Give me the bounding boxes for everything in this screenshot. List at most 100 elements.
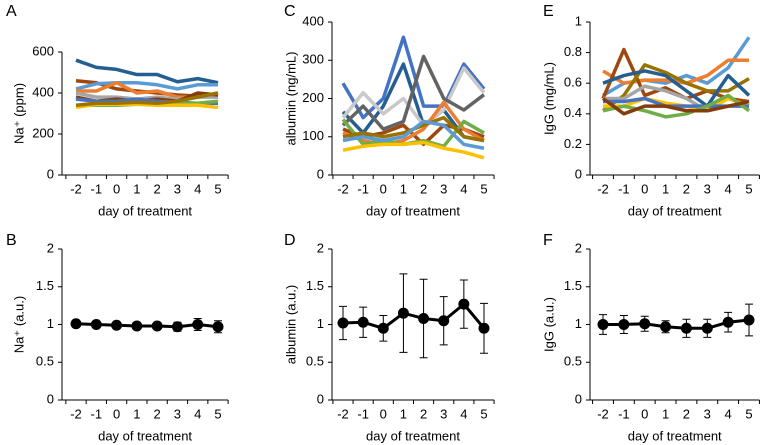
- y-tick-label: 0: [317, 391, 324, 406]
- x-tick-label: 1: [133, 406, 140, 421]
- x-tick-label: 2: [420, 181, 427, 196]
- data-point: [743, 314, 755, 326]
- data-point: [70, 318, 82, 330]
- x-tick-label: -2: [70, 181, 82, 196]
- y-tick-label: 2: [575, 240, 582, 255]
- x-tick-label: 4: [725, 181, 732, 196]
- series-line: [601, 63, 750, 113]
- y-tick-label: 0: [317, 166, 324, 181]
- y-tick-label: 2: [47, 240, 54, 255]
- data-point: [337, 317, 349, 329]
- data-point: [458, 298, 470, 310]
- x-axis-label: day of treatment: [628, 203, 722, 218]
- data-point: [660, 321, 672, 333]
- data-point: [597, 319, 609, 330]
- x-tick-label: 4: [460, 181, 467, 196]
- y-axis-label: albumin (ng/mL): [283, 52, 298, 146]
- y-axis-label: Na⁺ (ppm): [11, 83, 26, 144]
- panel-label: C: [284, 3, 296, 20]
- y-tick-label: 100: [302, 128, 324, 143]
- series-line: [342, 140, 485, 160]
- data-point: [90, 319, 102, 330]
- y-tick-label: 1: [575, 316, 582, 331]
- x-axis-label: day of treatment: [98, 428, 192, 443]
- data-point: [131, 320, 143, 332]
- data-point: [377, 322, 389, 334]
- y-tick-label: 0.5: [564, 354, 582, 369]
- x-tick-label: 5: [214, 181, 221, 196]
- y-tick-label: 0: [575, 166, 582, 181]
- x-tick-label: 3: [174, 406, 181, 421]
- y-tick-label: 1.5: [564, 278, 582, 293]
- x-tick-label: 1: [400, 406, 407, 421]
- x-tick-label: 3: [440, 406, 447, 421]
- y-axis-label: IgG (mg/mL): [541, 62, 556, 135]
- data-point: [478, 322, 490, 334]
- x-tick-label: -2: [337, 181, 349, 196]
- x-axis-label: day of treatment: [628, 428, 722, 443]
- x-tick-label: 0: [113, 181, 120, 196]
- x-tick-label: -1: [91, 406, 103, 421]
- x-tick-label: 0: [641, 406, 648, 421]
- y-axis-label: IgG (a.u.): [541, 297, 556, 352]
- y-tick-label: 0.4: [564, 105, 582, 120]
- x-tick-label: 4: [460, 406, 467, 421]
- x-tick-label: 2: [154, 406, 161, 421]
- x-tick-label: 5: [745, 181, 752, 196]
- series-line: [601, 97, 750, 116]
- y-tick-label: 0: [47, 391, 54, 406]
- x-tick-label: 0: [380, 181, 387, 196]
- data-point: [639, 318, 651, 330]
- y-tick-label: 1.5: [306, 278, 324, 293]
- x-tick-label: 0: [380, 406, 387, 421]
- x-tick-label: 4: [194, 406, 201, 421]
- x-tick-label: -1: [618, 406, 630, 421]
- y-tick-label: 0.5: [306, 354, 324, 369]
- x-tick-label: 5: [480, 181, 487, 196]
- x-tick-label: -1: [618, 181, 630, 196]
- x-tick-label: -2: [70, 406, 82, 421]
- y-tick-label: 0: [47, 166, 54, 181]
- data-point: [357, 316, 369, 328]
- series-line: [602, 69, 751, 108]
- x-tick-label: -1: [357, 181, 369, 196]
- data-point: [397, 307, 409, 319]
- x-tick-label: 2: [683, 406, 690, 421]
- x-tick-label: 3: [174, 181, 181, 196]
- x-axis-label: day of treatment: [98, 203, 192, 218]
- x-tick-label: 1: [662, 181, 669, 196]
- x-tick-label: 0: [113, 406, 120, 421]
- y-tick-label: 1: [575, 13, 582, 28]
- x-tick-label: 5: [214, 406, 221, 421]
- x-tick-label: 5: [480, 406, 487, 421]
- y-tick-label: 200: [32, 125, 54, 140]
- x-tick-label: 2: [420, 406, 427, 421]
- x-tick-label: 1: [133, 181, 140, 196]
- panel-label: D: [284, 232, 296, 249]
- x-tick-label: -2: [597, 406, 609, 421]
- x-tick-label: 3: [440, 181, 447, 196]
- series-line: [602, 36, 751, 97]
- x-tick-label: 2: [154, 181, 161, 196]
- y-tick-label: 600: [32, 43, 54, 58]
- y-tick-label: 0.5: [36, 354, 54, 369]
- x-tick-label: 4: [194, 181, 201, 196]
- panel-label: F: [543, 232, 553, 249]
- x-tick-label: 1: [662, 406, 669, 421]
- panel-label: B: [6, 232, 17, 249]
- x-tick-label: 3: [704, 406, 711, 421]
- data-point: [722, 316, 734, 328]
- x-tick-label: 1: [400, 181, 407, 196]
- y-tick-label: 1.5: [36, 278, 54, 293]
- y-axis-label: albumin (a.u.): [283, 285, 298, 364]
- y-axis-label: Na⁺ (a.u.): [11, 296, 26, 353]
- y-tick-label: 1: [47, 316, 54, 331]
- data-point: [438, 315, 450, 327]
- panel-label: A: [6, 3, 17, 20]
- data-point: [111, 319, 123, 331]
- y-tick-label: 400: [302, 13, 324, 28]
- data-point: [618, 319, 630, 330]
- data-point: [192, 319, 204, 330]
- x-tick-label: -1: [91, 181, 103, 196]
